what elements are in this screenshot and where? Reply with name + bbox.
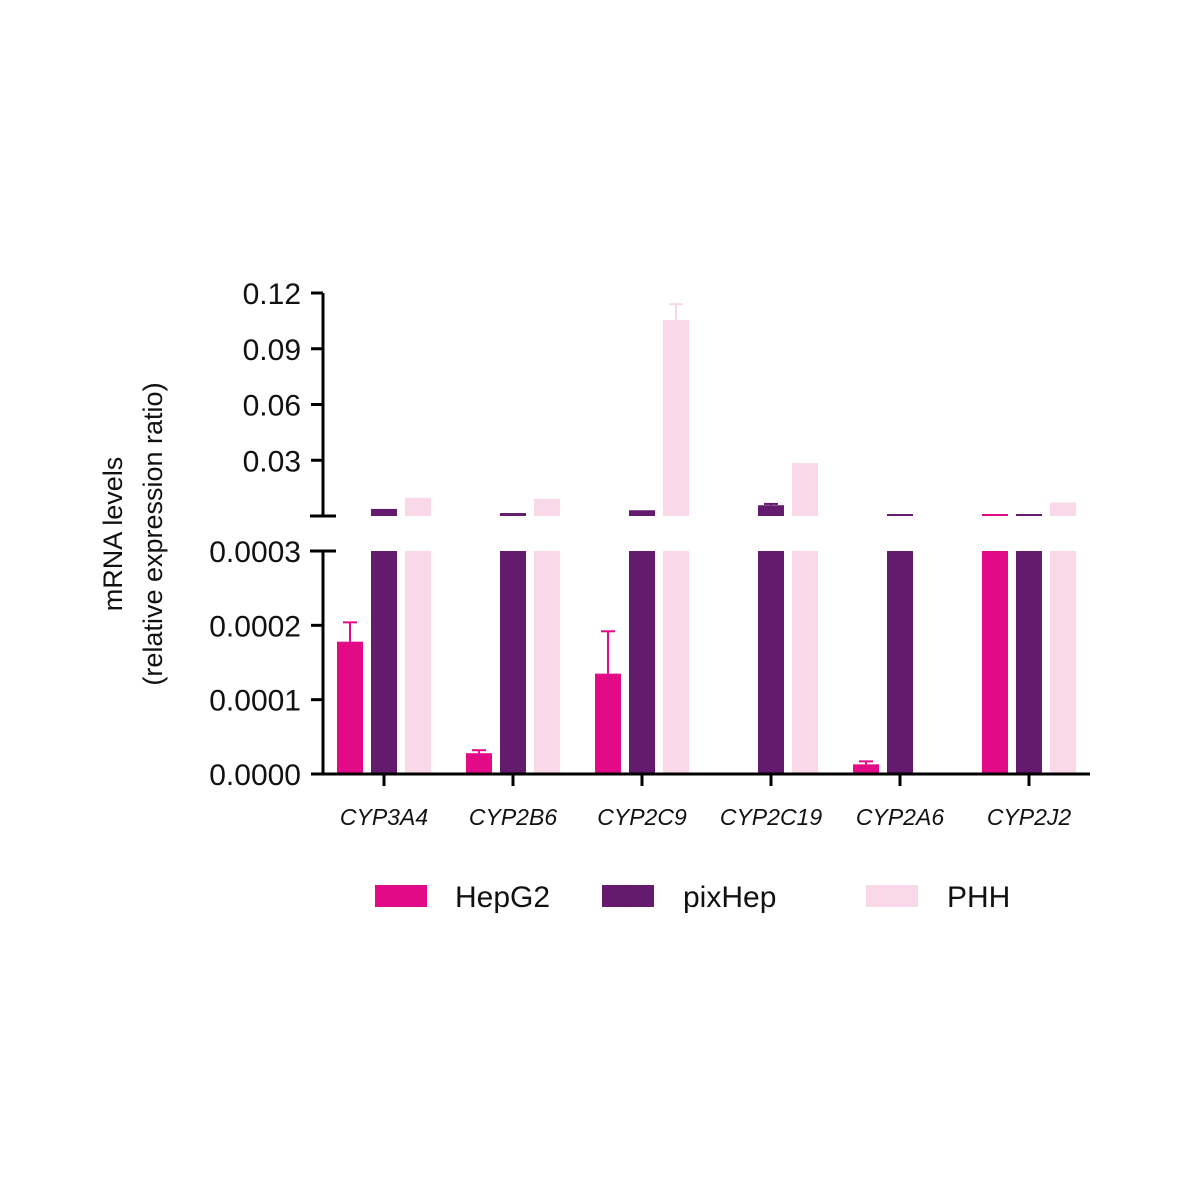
bar-upper-phh-cyp2c19	[792, 463, 818, 516]
x-tick-label-cyp2c19: CYP2C19	[720, 804, 822, 830]
y-tick-label-lower: 0.0000	[209, 759, 301, 792]
y-axis-title-line1: mRNA levels	[98, 457, 128, 612]
bar-lower-pixhep-cyp2c19	[758, 551, 784, 774]
bar-upper-pixhep-cyp2j2	[1016, 514, 1042, 516]
bar-lower-hepg2-cyp2c9	[595, 673, 621, 774]
legend-swatch-phh	[866, 885, 918, 907]
axes-layer: 0.0000 0.0001 0.0002 0.0003 0.03 0.06 0.09 0.12…	[209, 278, 1090, 830]
y-axis-title: mRNA levels (relative expression ratio)	[98, 382, 168, 685]
bar-lower-pixhep-cyp2a6	[887, 551, 913, 774]
bar-lower-pixhep-cyp2j2	[1016, 551, 1042, 774]
bar-upper-phh-cyp2b6	[534, 498, 560, 516]
legend-swatch-pixhep	[602, 885, 654, 907]
bar-upper-pixhep-cyp2a6	[887, 514, 913, 516]
bar-lower-hepg2-cyp2b6	[466, 753, 492, 774]
bar-lower-pixhep-cyp3a4	[371, 551, 397, 774]
bar-upper-phh-cyp3a4	[405, 497, 431, 516]
bar-lower-phh-cyp3a4	[405, 551, 431, 774]
legend-label-hepg2: HepG2	[455, 881, 550, 914]
bar-upper-pixhep-cyp2b6	[500, 513, 526, 516]
bar-lower-hepg2-cyp3a4	[337, 641, 363, 774]
bar-upper-pixhep-cyp2c19	[758, 505, 784, 516]
legend-swatch-hepg2	[375, 885, 427, 907]
legend: HepG2 pixHep PHH	[375, 881, 1010, 914]
y-tick-label-upper: 0.06	[243, 390, 301, 423]
bar-upper-hepg2-cyp2j2	[982, 514, 1008, 516]
bar-upper-pixhep-cyp2c9	[629, 510, 655, 516]
y-tick-label-lower: 0.0003	[209, 536, 301, 569]
bar-lower-pixhep-cyp2b6	[500, 551, 526, 774]
x-tick-label-cyp3a4: CYP3A4	[340, 804, 428, 830]
bar-lower-hepg2-cyp2a6	[853, 764, 879, 774]
y-tick-label-lower: 0.0001	[209, 685, 301, 718]
bar-lower-hepg2-cyp2j2	[982, 551, 1008, 774]
legend-label-pixhep: pixHep	[683, 881, 776, 914]
bar-lower-phh-cyp2c19	[792, 551, 818, 774]
y-axis-title-line2: (relative expression ratio)	[138, 382, 168, 685]
bar-lower-phh-cyp2b6	[534, 551, 560, 774]
bars-layer	[337, 303, 1076, 774]
bar-upper-phh-cyp2c9	[663, 319, 689, 516]
bar-upper-phh-cyp2j2	[1050, 502, 1076, 516]
y-tick-label-lower: 0.0002	[209, 610, 301, 643]
x-tick-label-cyp2c9: CYP2C9	[597, 804, 687, 830]
bar-upper-pixhep-cyp3a4	[371, 508, 397, 516]
bar-lower-phh-cyp2c9	[663, 551, 689, 774]
bar-lower-pixhep-cyp2c9	[629, 551, 655, 774]
legend-label-phh: PHH	[947, 881, 1010, 914]
x-tick-label-cyp2j2: CYP2J2	[987, 804, 1072, 830]
y-tick-label-upper: 0.09	[243, 334, 301, 367]
x-tick-label-cyp2b6: CYP2B6	[469, 804, 557, 830]
x-tick-label-cyp2a6: CYP2A6	[856, 804, 944, 830]
y-tick-label-upper: 0.12	[243, 278, 301, 311]
y-tick-label-upper: 0.03	[243, 445, 301, 478]
bar-lower-phh-cyp2j2	[1050, 551, 1076, 774]
